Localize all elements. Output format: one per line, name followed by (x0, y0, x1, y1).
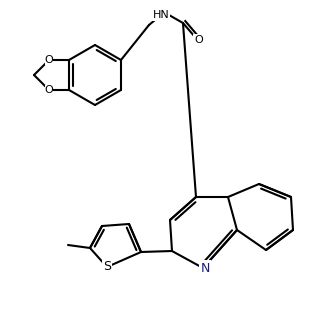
Text: N: N (200, 262, 210, 274)
Text: S: S (103, 261, 111, 273)
Text: O: O (45, 85, 53, 95)
Text: O: O (45, 55, 53, 65)
Text: O: O (195, 35, 203, 45)
Text: HN: HN (153, 10, 169, 20)
